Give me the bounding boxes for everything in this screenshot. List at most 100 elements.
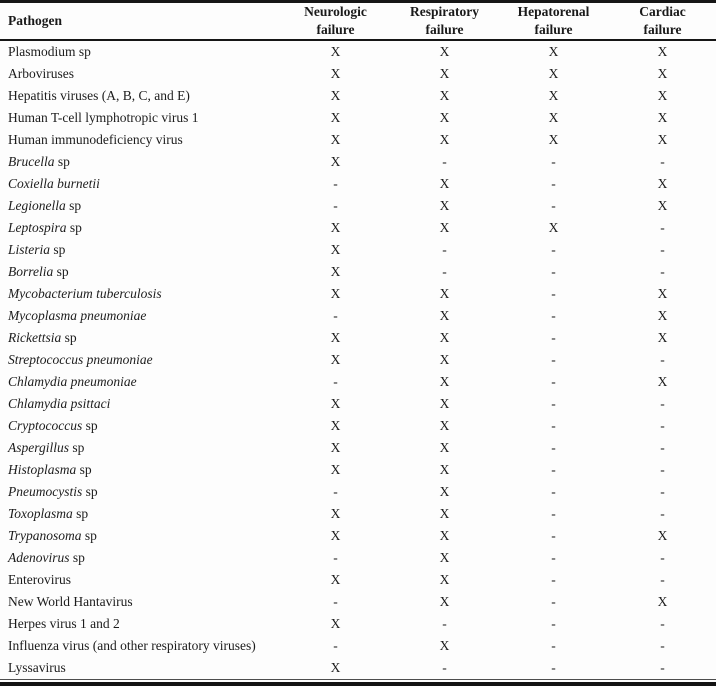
cardiac-failure-mark: X [657, 175, 668, 191]
hepatorenal-failure-mark: - [551, 549, 556, 565]
pathogen-name-italic-part: Borrelia [8, 263, 54, 279]
table-row: Coxiella burnetii - X - X [0, 173, 716, 195]
neurologic-failure-mark: X [330, 417, 341, 433]
hepatorenal-failure-mark: - [551, 417, 556, 433]
cardiac-failure-mark: X [657, 329, 668, 345]
pathogen-name-cell: Rickettsia sp [0, 327, 281, 349]
cardiac-failure-mark: X [657, 87, 668, 103]
neurologic-failure-mark: X [330, 109, 341, 125]
neurologic-failure-mark: X [330, 329, 341, 345]
pathogen-name-italic-part: Cryptococcus [8, 417, 83, 433]
hepatorenal-failure-mark: - [551, 241, 556, 257]
table-bottom-rule [0, 681, 716, 686]
respiratory-failure-mark: X [439, 527, 450, 543]
hepatorenal-failure-mark: - [551, 285, 556, 301]
pathogen-name-plain-part: sp [82, 483, 98, 499]
pathogen-name-cell: Legionella sp [0, 195, 281, 217]
respiratory-failure-mark: - [442, 153, 447, 169]
respiratory-failure-mark: X [439, 219, 450, 235]
pathogen-name-italic-part: Aspergillus [8, 439, 70, 455]
respiratory-failure-mark: X [439, 197, 450, 213]
pathogen-name-italic-part: Leptospira [8, 219, 67, 235]
respiratory-failure-mark: - [442, 659, 447, 675]
pathogen-name-italic-part: Chlamydia psittaci [8, 395, 111, 411]
pathogen-name-cell: Adenovirus sp [0, 547, 281, 569]
pathogen-name-plain-part: sp [81, 527, 97, 543]
pathogen-name-italic-part: Streptococcus pneumoniae [8, 351, 153, 367]
hepatorenal-failure-mark: - [551, 439, 556, 455]
neurologic-failure-mark: X [330, 263, 341, 279]
table-row: New World Hantavirus - X - X [0, 591, 716, 613]
cardiac-failure-mark: X [657, 373, 668, 389]
neurologic-failure-mark: X [330, 351, 341, 367]
pathogen-name-cell: Human T-cell lymphotropic virus 1 [0, 107, 281, 129]
pathogen-name-italic-part: Brucella [8, 153, 55, 169]
pathogen-name-italic-part: Histoplasma [8, 461, 77, 477]
pathogen-name-cell: Chlamydia psittaci [0, 393, 281, 415]
neurologic-failure-mark: - [333, 373, 338, 389]
pathogen-name-italic-part: Coxiella burnetii [8, 175, 100, 191]
table-row: Streptococcus pneumoniae X X - - [0, 349, 716, 371]
cardiac-failure-mark: X [657, 593, 668, 609]
respiratory-failure-mark: X [439, 43, 450, 59]
respiratory-failure-mark: X [439, 439, 450, 455]
neurologic-failure-mark: X [330, 659, 341, 675]
respiratory-failure-mark: X [439, 505, 450, 521]
hepatorenal-failure-mark: X [548, 131, 559, 147]
table-row: Human T-cell lymphotropic virus 1 X X X … [0, 107, 716, 129]
respiratory-failure-mark: X [439, 637, 450, 653]
neurologic-failure-mark: X [330, 395, 341, 411]
pathogen-name-plain-part: sp [72, 505, 89, 521]
cardiac-failure-mark: X [657, 285, 668, 301]
respiratory-failure-mark: X [439, 549, 450, 565]
cardiac-failure-mark: - [660, 263, 665, 279]
pathogen-name-plain-part: Plasmodium sp [8, 43, 91, 59]
pathogen-name-plain-part: sp [66, 219, 82, 235]
hepatorenal-failure-mark: - [551, 571, 556, 587]
neurologic-failure-mark: X [330, 285, 341, 301]
cardiac-failure-mark: X [657, 43, 668, 59]
pathogen-name-plain-part: sp [82, 417, 98, 433]
pathogen-name-cell: Coxiella burnetii [0, 173, 281, 195]
table-row: Pneumocystis sp - X - - [0, 481, 716, 503]
neurologic-failure-mark: X [330, 43, 341, 59]
respiratory-failure-mark: X [439, 373, 450, 389]
pathogen-name-cell: Histoplasma sp [0, 459, 281, 481]
pathogen-name-plain-part: sp [65, 197, 82, 213]
table-row: Influenza virus (and other respiratory v… [0, 635, 716, 657]
respiratory-failure-mark: X [439, 175, 450, 191]
neurologic-failure-mark: X [330, 615, 341, 631]
respiratory-failure-mark: X [439, 307, 450, 323]
pathogen-name-cell: Borrelia sp [0, 261, 281, 283]
pathogen-name-italic-part: Trypanosoma [8, 527, 82, 543]
respiratory-failure-mark: X [439, 285, 450, 301]
pathogen-name-cell: Pneumocystis sp [0, 481, 281, 503]
hepatorenal-failure-mark: - [551, 659, 556, 675]
pathogen-name-plain-part: sp [53, 263, 69, 279]
cardiac-failure-mark: X [657, 527, 668, 543]
hepatorenal-failure-mark: - [551, 505, 556, 521]
hepatorenal-failure-mark: X [548, 219, 559, 235]
table-row: Chlamydia psittaci X X - - [0, 393, 716, 415]
hepatorenal-failure-mark: - [551, 527, 556, 543]
cardiac-failure-mark: - [660, 439, 665, 455]
pathogen-name-italic-part: Toxoplasma [8, 505, 73, 521]
pathogen-name-cell: Chlamydia pneumoniae [0, 371, 281, 393]
hepatorenal-failure-mark: X [548, 87, 559, 103]
table-row: Legionella sp - X - X [0, 195, 716, 217]
neurologic-failure-mark: X [330, 571, 341, 587]
respiratory-failure-mark: X [439, 395, 450, 411]
pathogen-name-cell: New World Hantavirus [0, 591, 281, 613]
table-row: Toxoplasma sp X X - - [0, 503, 716, 525]
respiratory-failure-mark: X [439, 351, 450, 367]
pathogen-name-plain-part: sp [61, 329, 77, 345]
respiratory-failure-mark: - [442, 263, 447, 279]
table-row: Borrelia sp X - - - [0, 261, 716, 283]
pathogen-name-plain-part: Enterovirus [8, 571, 71, 587]
pathogen-name-italic-part: Mycoplasma pneumoniae [8, 307, 147, 323]
pathogen-name-cell: Streptococcus pneumoniae [0, 349, 281, 371]
cardiac-failure-mark: X [657, 197, 668, 213]
neurologic-failure-mark: - [333, 549, 338, 565]
cardiac-failure-mark: X [657, 131, 668, 147]
respiratory-failure-mark: X [439, 87, 450, 103]
